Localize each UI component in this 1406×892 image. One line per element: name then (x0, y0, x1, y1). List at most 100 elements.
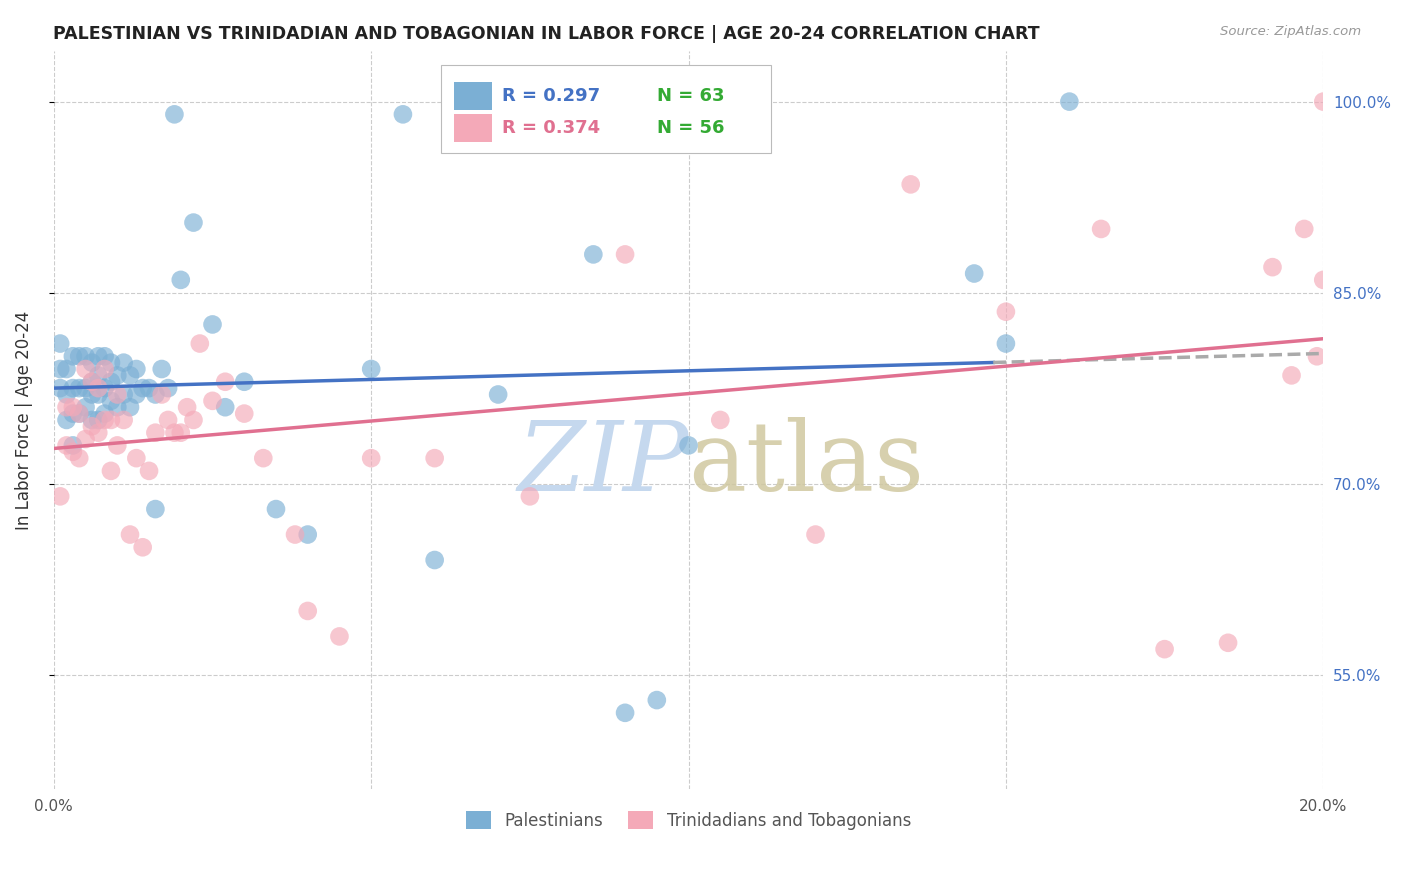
Point (360, 362, 382, 376)
Point (49, 381, 72, 395)
Point (93, 362, 115, 376)
Point (62, 349, 84, 363)
FancyBboxPatch shape (454, 82, 492, 110)
Point (87, 368, 110, 383)
Text: R = 0.297: R = 0.297 (502, 87, 600, 104)
Point (93, 381, 115, 395)
Point (145, 425, 167, 440)
Point (614, 247, 637, 261)
Point (188, 336, 211, 351)
Point (105, 387, 128, 401)
Point (105, 401, 128, 415)
FancyBboxPatch shape (441, 65, 770, 153)
Point (1261, 260, 1284, 274)
Point (1153, 642, 1175, 657)
Point (1059, 95, 1081, 109)
Point (62, 444, 84, 458)
Text: atlas: atlas (689, 417, 925, 511)
Point (49, 362, 72, 376)
Point (157, 413, 180, 427)
Point (1216, 636, 1239, 650)
Point (87, 413, 110, 427)
Point (125, 387, 148, 401)
Point (125, 362, 148, 376)
Point (67, 407, 90, 421)
Point (62, 381, 84, 395)
Point (131, 381, 153, 395)
Text: N = 63: N = 63 (657, 87, 724, 104)
Point (87, 425, 110, 440)
Point (55, 387, 77, 401)
Point (994, 336, 1017, 351)
Point (93, 407, 115, 421)
Point (62, 438, 84, 452)
Point (297, 604, 319, 618)
Point (614, 706, 637, 720)
FancyBboxPatch shape (454, 114, 492, 142)
Point (163, 107, 186, 121)
Point (1294, 222, 1316, 236)
Point (100, 356, 122, 370)
Point (423, 553, 446, 567)
Point (1312, 95, 1334, 109)
Point (170, 273, 193, 287)
Point (1306, 349, 1329, 363)
Point (201, 393, 224, 408)
Point (112, 413, 135, 427)
Point (486, 387, 509, 401)
Point (80, 375, 103, 389)
Point (105, 438, 128, 452)
Point (105, 368, 128, 383)
Point (93, 413, 115, 427)
Point (87, 381, 110, 395)
Point (214, 401, 236, 415)
Text: R = 0.374: R = 0.374 (502, 120, 600, 137)
Point (963, 267, 986, 281)
Point (645, 693, 668, 707)
Point (233, 375, 256, 389)
Point (423, 451, 446, 466)
Point (55, 438, 77, 452)
Point (62, 401, 84, 415)
Point (233, 407, 256, 421)
Point (80, 375, 103, 389)
Point (214, 375, 236, 389)
Legend: Palestinians, Trinidadians and Tobagonians: Palestinians, Trinidadians and Tobagonia… (460, 805, 918, 837)
Point (67, 407, 90, 421)
Text: N = 56: N = 56 (657, 120, 724, 137)
Y-axis label: In Labor Force | Age 20-24: In Labor Force | Age 20-24 (15, 310, 32, 530)
Point (392, 107, 415, 121)
Point (138, 381, 160, 395)
Point (183, 413, 205, 427)
Point (67, 381, 90, 395)
Point (125, 451, 148, 466)
Point (100, 375, 122, 389)
Point (55, 401, 77, 415)
Point (80, 356, 103, 370)
Point (112, 387, 135, 401)
Point (804, 527, 827, 541)
Point (582, 247, 605, 261)
Point (150, 362, 173, 376)
Point (252, 451, 274, 466)
Point (183, 216, 205, 230)
Point (284, 527, 307, 541)
Text: PALESTINIAN VS TRINIDADIAN AND TOBAGONIAN IN LABOR FORCE | AGE 20-24 CORRELATION: PALESTINIAN VS TRINIDADIAN AND TOBAGONIA… (53, 25, 1040, 43)
Point (118, 401, 141, 415)
Point (118, 368, 141, 383)
Point (900, 178, 922, 192)
Point (67, 349, 90, 363)
Point (678, 438, 700, 452)
Point (157, 381, 180, 395)
Point (1090, 222, 1112, 236)
Point (87, 387, 110, 401)
Point (80, 413, 103, 427)
Point (80, 387, 103, 401)
Point (75, 362, 97, 376)
Point (49, 489, 72, 503)
Point (201, 318, 224, 332)
Point (112, 356, 135, 370)
Point (131, 541, 153, 555)
Point (100, 393, 122, 408)
Point (297, 527, 319, 541)
